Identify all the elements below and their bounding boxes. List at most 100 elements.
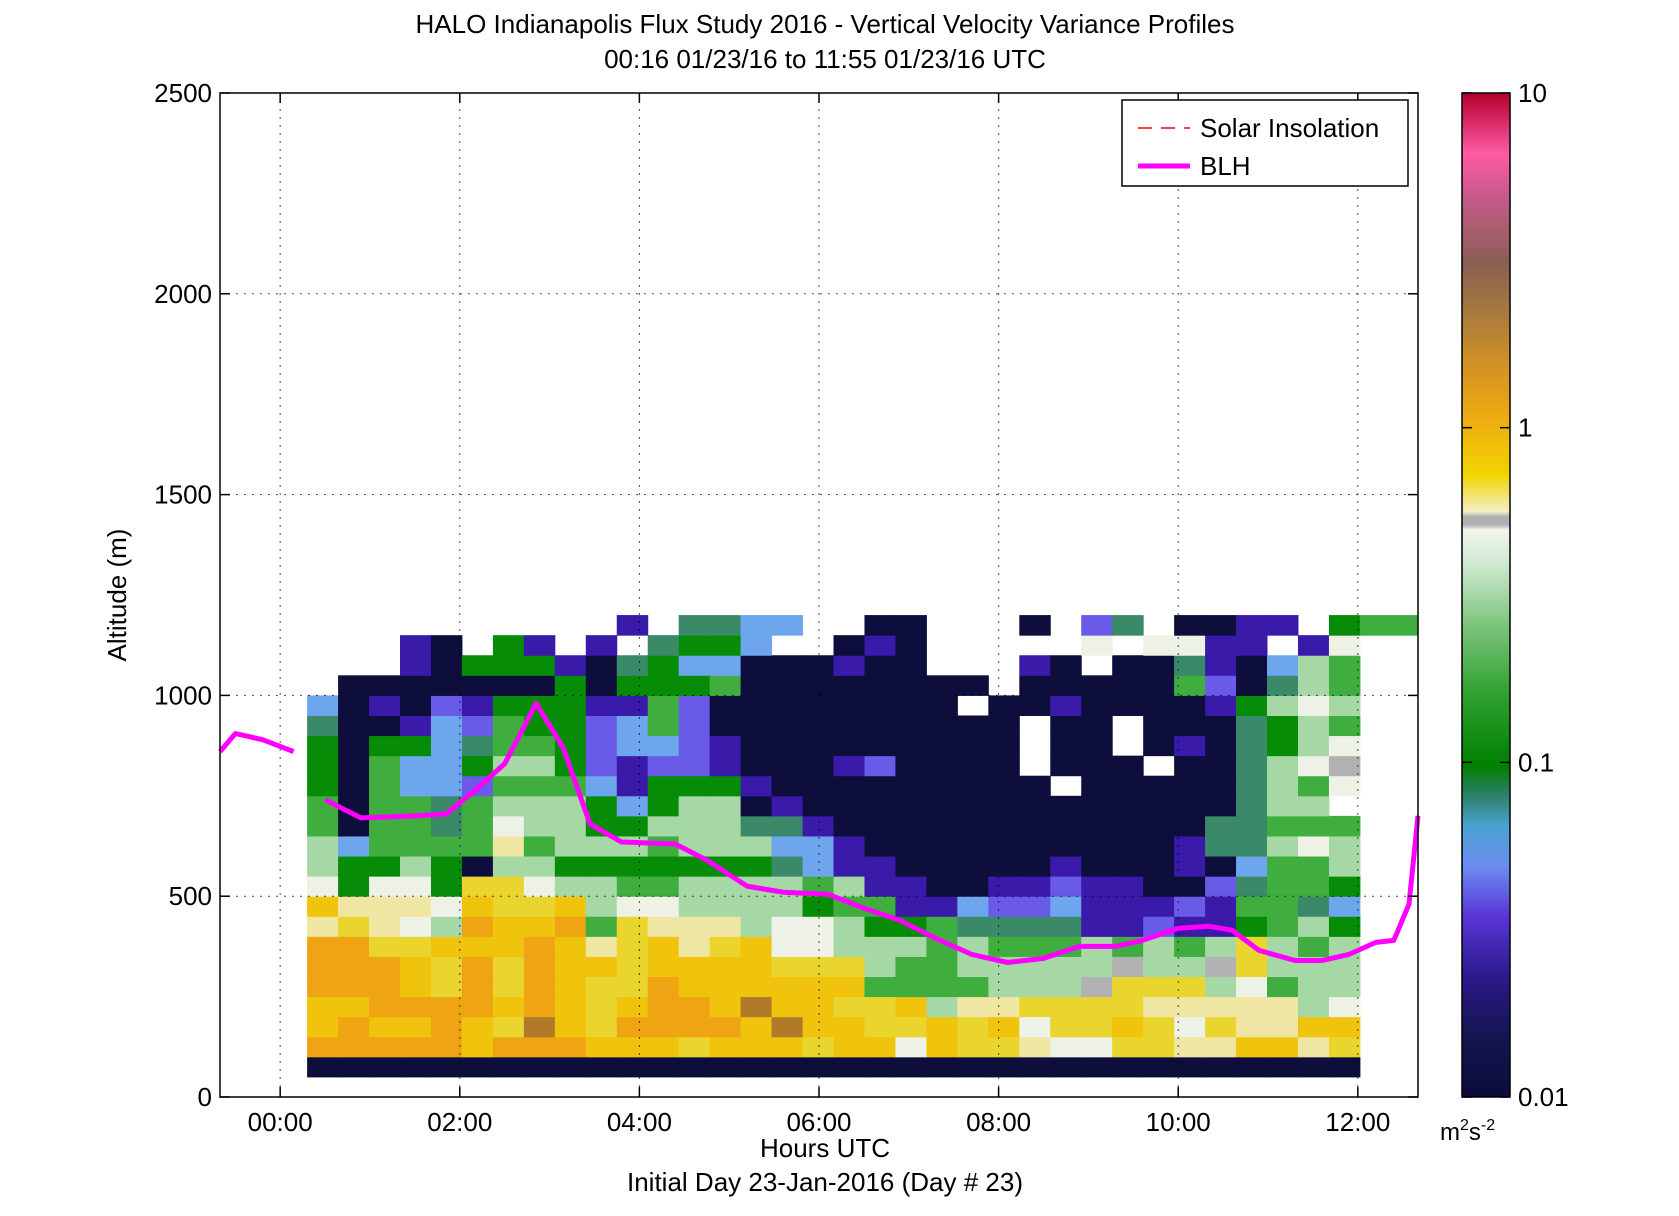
heatmap-cell bbox=[771, 956, 804, 978]
heatmap-cell bbox=[740, 695, 773, 716]
heatmap-cell bbox=[523, 856, 556, 877]
heatmap-cell bbox=[369, 876, 401, 897]
heatmap-cell bbox=[864, 675, 896, 696]
heatmap-cell bbox=[430, 956, 463, 978]
heatmap-cell bbox=[771, 976, 804, 998]
heatmap-cell bbox=[461, 1036, 494, 1058]
heatmap-cell bbox=[678, 775, 711, 797]
heatmap-cell bbox=[957, 675, 989, 696]
heatmap-cell bbox=[895, 675, 927, 696]
heatmap-cell bbox=[1297, 916, 1330, 937]
heatmap-cell bbox=[1143, 835, 1175, 857]
heatmap-cell bbox=[1019, 896, 1051, 917]
heatmap-cell bbox=[1205, 1036, 1237, 1058]
heatmap-cell bbox=[400, 635, 432, 656]
heatmap-cell bbox=[740, 976, 773, 998]
heatmap-cell bbox=[895, 795, 927, 817]
heatmap-cell bbox=[709, 695, 742, 716]
heatmap-cell bbox=[430, 635, 463, 656]
heatmap-cell bbox=[616, 976, 649, 998]
heatmap-cell bbox=[771, 695, 804, 716]
x-tick-label: 12:00 bbox=[1325, 1107, 1390, 1137]
heatmap-cell bbox=[1019, 1016, 1051, 1038]
heatmap-cell bbox=[740, 1016, 773, 1038]
heatmap-cell bbox=[1236, 615, 1268, 636]
x-axis-label: Hours UTC bbox=[760, 1133, 890, 1163]
heatmap-cell bbox=[1050, 956, 1082, 978]
x-tick-label: 00:00 bbox=[248, 1107, 313, 1137]
heatmap-cell bbox=[1019, 976, 1051, 998]
heatmap-cell bbox=[1236, 835, 1268, 857]
heatmap-cell bbox=[585, 996, 618, 1018]
heatmap-cell bbox=[523, 1016, 556, 1038]
heatmap-cell bbox=[554, 876, 587, 897]
heatmap-cell bbox=[1081, 856, 1113, 877]
heatmap-cell bbox=[895, 775, 927, 797]
heatmap-cell bbox=[1050, 1016, 1082, 1038]
heatmap-cell bbox=[492, 1056, 525, 1078]
heatmap-cell bbox=[523, 956, 556, 978]
heatmap-cell bbox=[771, 775, 804, 797]
heatmap-cell bbox=[369, 735, 401, 757]
heatmap-cell bbox=[307, 1036, 339, 1058]
heatmap-cell bbox=[1081, 615, 1113, 636]
heatmap-cell bbox=[554, 1016, 587, 1038]
heatmap-cell bbox=[369, 956, 401, 978]
heatmap-cell bbox=[926, 835, 958, 857]
heatmap-cell bbox=[1174, 896, 1206, 917]
heatmap-cell bbox=[864, 735, 896, 757]
heatmap-cell bbox=[957, 775, 989, 797]
heatmap-cell bbox=[957, 1016, 989, 1038]
heatmap-cell bbox=[1297, 976, 1330, 998]
heatmap-cell bbox=[1050, 795, 1082, 817]
heatmap-cell bbox=[988, 715, 1020, 737]
heatmap-cell bbox=[895, 876, 927, 897]
heatmap-cell bbox=[678, 896, 711, 917]
heatmap-cell bbox=[585, 815, 618, 837]
heatmap-cell bbox=[338, 695, 370, 716]
heatmap-cell bbox=[554, 675, 587, 696]
heatmap-cell bbox=[988, 1016, 1020, 1038]
heatmap-cell bbox=[1174, 976, 1206, 998]
heatmap-cell bbox=[926, 815, 958, 837]
heatmap-cell bbox=[307, 856, 339, 877]
heatmap-cell bbox=[585, 715, 618, 737]
heatmap-cell bbox=[647, 755, 680, 777]
heatmap-cell bbox=[895, 815, 927, 837]
heatmap-cell bbox=[864, 695, 896, 716]
heatmap-cell bbox=[338, 936, 370, 957]
heatmap-cell bbox=[771, 795, 804, 817]
chart-title: HALO Indianapolis Flux Study 2016 - Vert… bbox=[416, 9, 1235, 39]
heatmap-cell bbox=[338, 976, 370, 998]
heatmap-cell bbox=[585, 916, 618, 937]
heatmap-cell bbox=[523, 1056, 556, 1078]
heatmap-cell bbox=[802, 775, 835, 797]
heatmap-cell bbox=[400, 896, 432, 917]
heatmap-cell bbox=[1019, 795, 1051, 817]
heatmap-cell bbox=[400, 1016, 432, 1038]
heatmap-cell bbox=[926, 856, 958, 877]
heatmap-cell bbox=[1143, 956, 1175, 978]
heatmap-cell bbox=[1205, 956, 1237, 978]
heatmap-cell bbox=[1297, 856, 1330, 877]
heatmap-cell bbox=[740, 956, 773, 978]
heatmap-cell bbox=[1050, 815, 1082, 837]
heatmap-cell bbox=[1267, 835, 1299, 857]
heatmap-cell bbox=[1019, 1036, 1051, 1058]
heatmap-cell bbox=[1328, 655, 1361, 676]
heatmap-cell bbox=[1112, 675, 1144, 696]
heatmap-cell bbox=[338, 675, 370, 696]
heatmap-cell bbox=[1328, 835, 1361, 857]
heatmap-cell bbox=[709, 1016, 742, 1038]
heatmap-cell bbox=[400, 856, 432, 877]
heatmap-cell bbox=[1143, 936, 1175, 957]
heatmap-cell bbox=[802, 755, 835, 777]
heatmap-cell bbox=[461, 755, 494, 777]
heatmap-cell bbox=[1174, 956, 1206, 978]
heatmap-cell bbox=[1174, 715, 1206, 737]
heatmap-cell bbox=[1236, 1056, 1268, 1078]
heatmap-cell bbox=[771, 715, 804, 737]
heatmap-cell bbox=[1328, 735, 1361, 757]
heatmap-cell bbox=[1174, 835, 1206, 857]
colorbar-tick-label: 0.1 bbox=[1518, 747, 1554, 777]
